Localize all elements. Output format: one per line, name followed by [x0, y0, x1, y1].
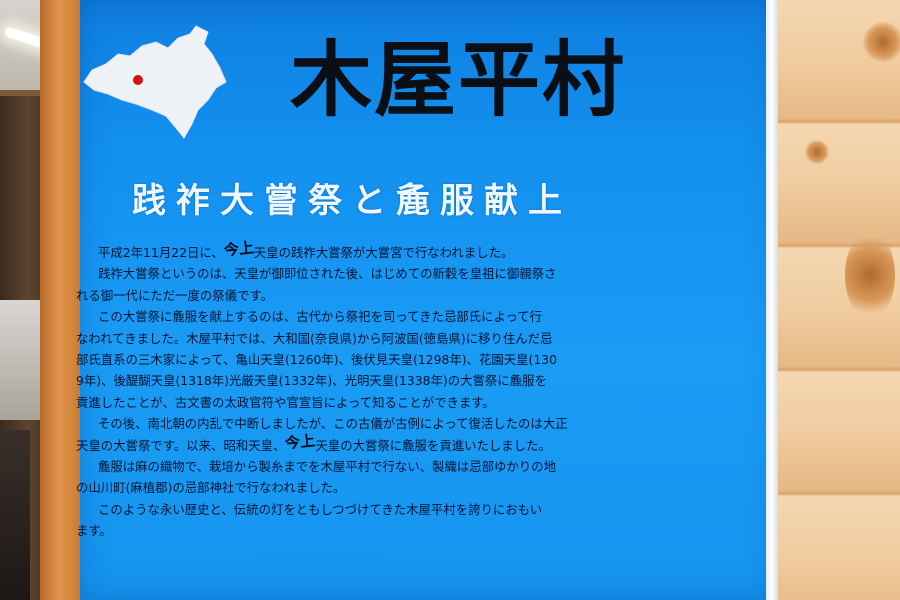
- wood-knot: [863, 22, 900, 62]
- body-line: このような永い歴史と、伝統の灯をともしつづけてきた木屋平村を誇りにおもい: [98, 501, 543, 517]
- body-line: 部氏直系の三木家によって、亀山天皇(1260年)、後伏見天皇(1298年)、花園…: [76, 352, 557, 368]
- wood-knot: [805, 140, 829, 164]
- body-line: 践祚大嘗祭というのは、天皇が御即位された後、はじめての新穀を皇祖に御親祭さ: [98, 266, 557, 282]
- body-line: この大嘗祭に麁服を献上するのは、古代から祭祀を司ってきた忌部氏によって行: [98, 309, 543, 325]
- sign-board-edge: [766, 0, 778, 600]
- wood-knot: [845, 230, 895, 320]
- village-marker-icon: [133, 75, 143, 85]
- body-line: 天皇の大嘗祭です。以来、昭和天皇、今上天皇の大嘗祭に麁服を貢進いたしました。: [76, 431, 551, 453]
- subtitle: 践祚大嘗祭と麁服献上: [132, 181, 572, 221]
- tokushima-map-icon: [83, 25, 227, 139]
- handwritten-name: 今上: [222, 238, 255, 260]
- wooden-wall-right: [775, 0, 900, 600]
- body-line: の山川町(麻植郡)の忌部神社で行なわれました。: [76, 480, 346, 496]
- background-shadow: [0, 430, 30, 600]
- body-line: なわれてきました。木屋平村では、大和国(奈良県)から阿波国(徳島県)に移り住んだ…: [76, 330, 553, 346]
- background-shelf: [0, 300, 40, 420]
- body-line: その後、南北朝の内乱で中断しましたが、この古儀が古例によって復活したのは大正: [98, 416, 568, 432]
- body-line: 9年)、後醍醐天皇(1318年)光厳天皇(1332年)、光明天皇(1338年)の…: [76, 373, 547, 389]
- body-line: ます。: [76, 523, 112, 539]
- body-line: 麁服は麻の織物で、栽培から製糸までを木屋平村で行ない、製織は忌部ゆかりの地: [98, 459, 556, 475]
- body-line: れる御一代にただ一度の祭儀です。: [76, 287, 274, 303]
- body-text: 平成2年11月22日に、今上天皇の践祚大嘗祭が大嘗宮で行なわれました。践祚大嘗祭…: [76, 238, 616, 542]
- body-line: 平成2年11月22日に、今上天皇の践祚大嘗祭が大嘗宮で行なわれました。: [98, 238, 514, 260]
- wooden-frame-left: [40, 0, 82, 600]
- body-line: 貢進したことが、古文書の太政官符や官宣旨によって知ることができます。: [76, 394, 495, 410]
- page-title: 木屋平村: [290, 33, 627, 128]
- handwritten-name: 今上: [284, 431, 317, 453]
